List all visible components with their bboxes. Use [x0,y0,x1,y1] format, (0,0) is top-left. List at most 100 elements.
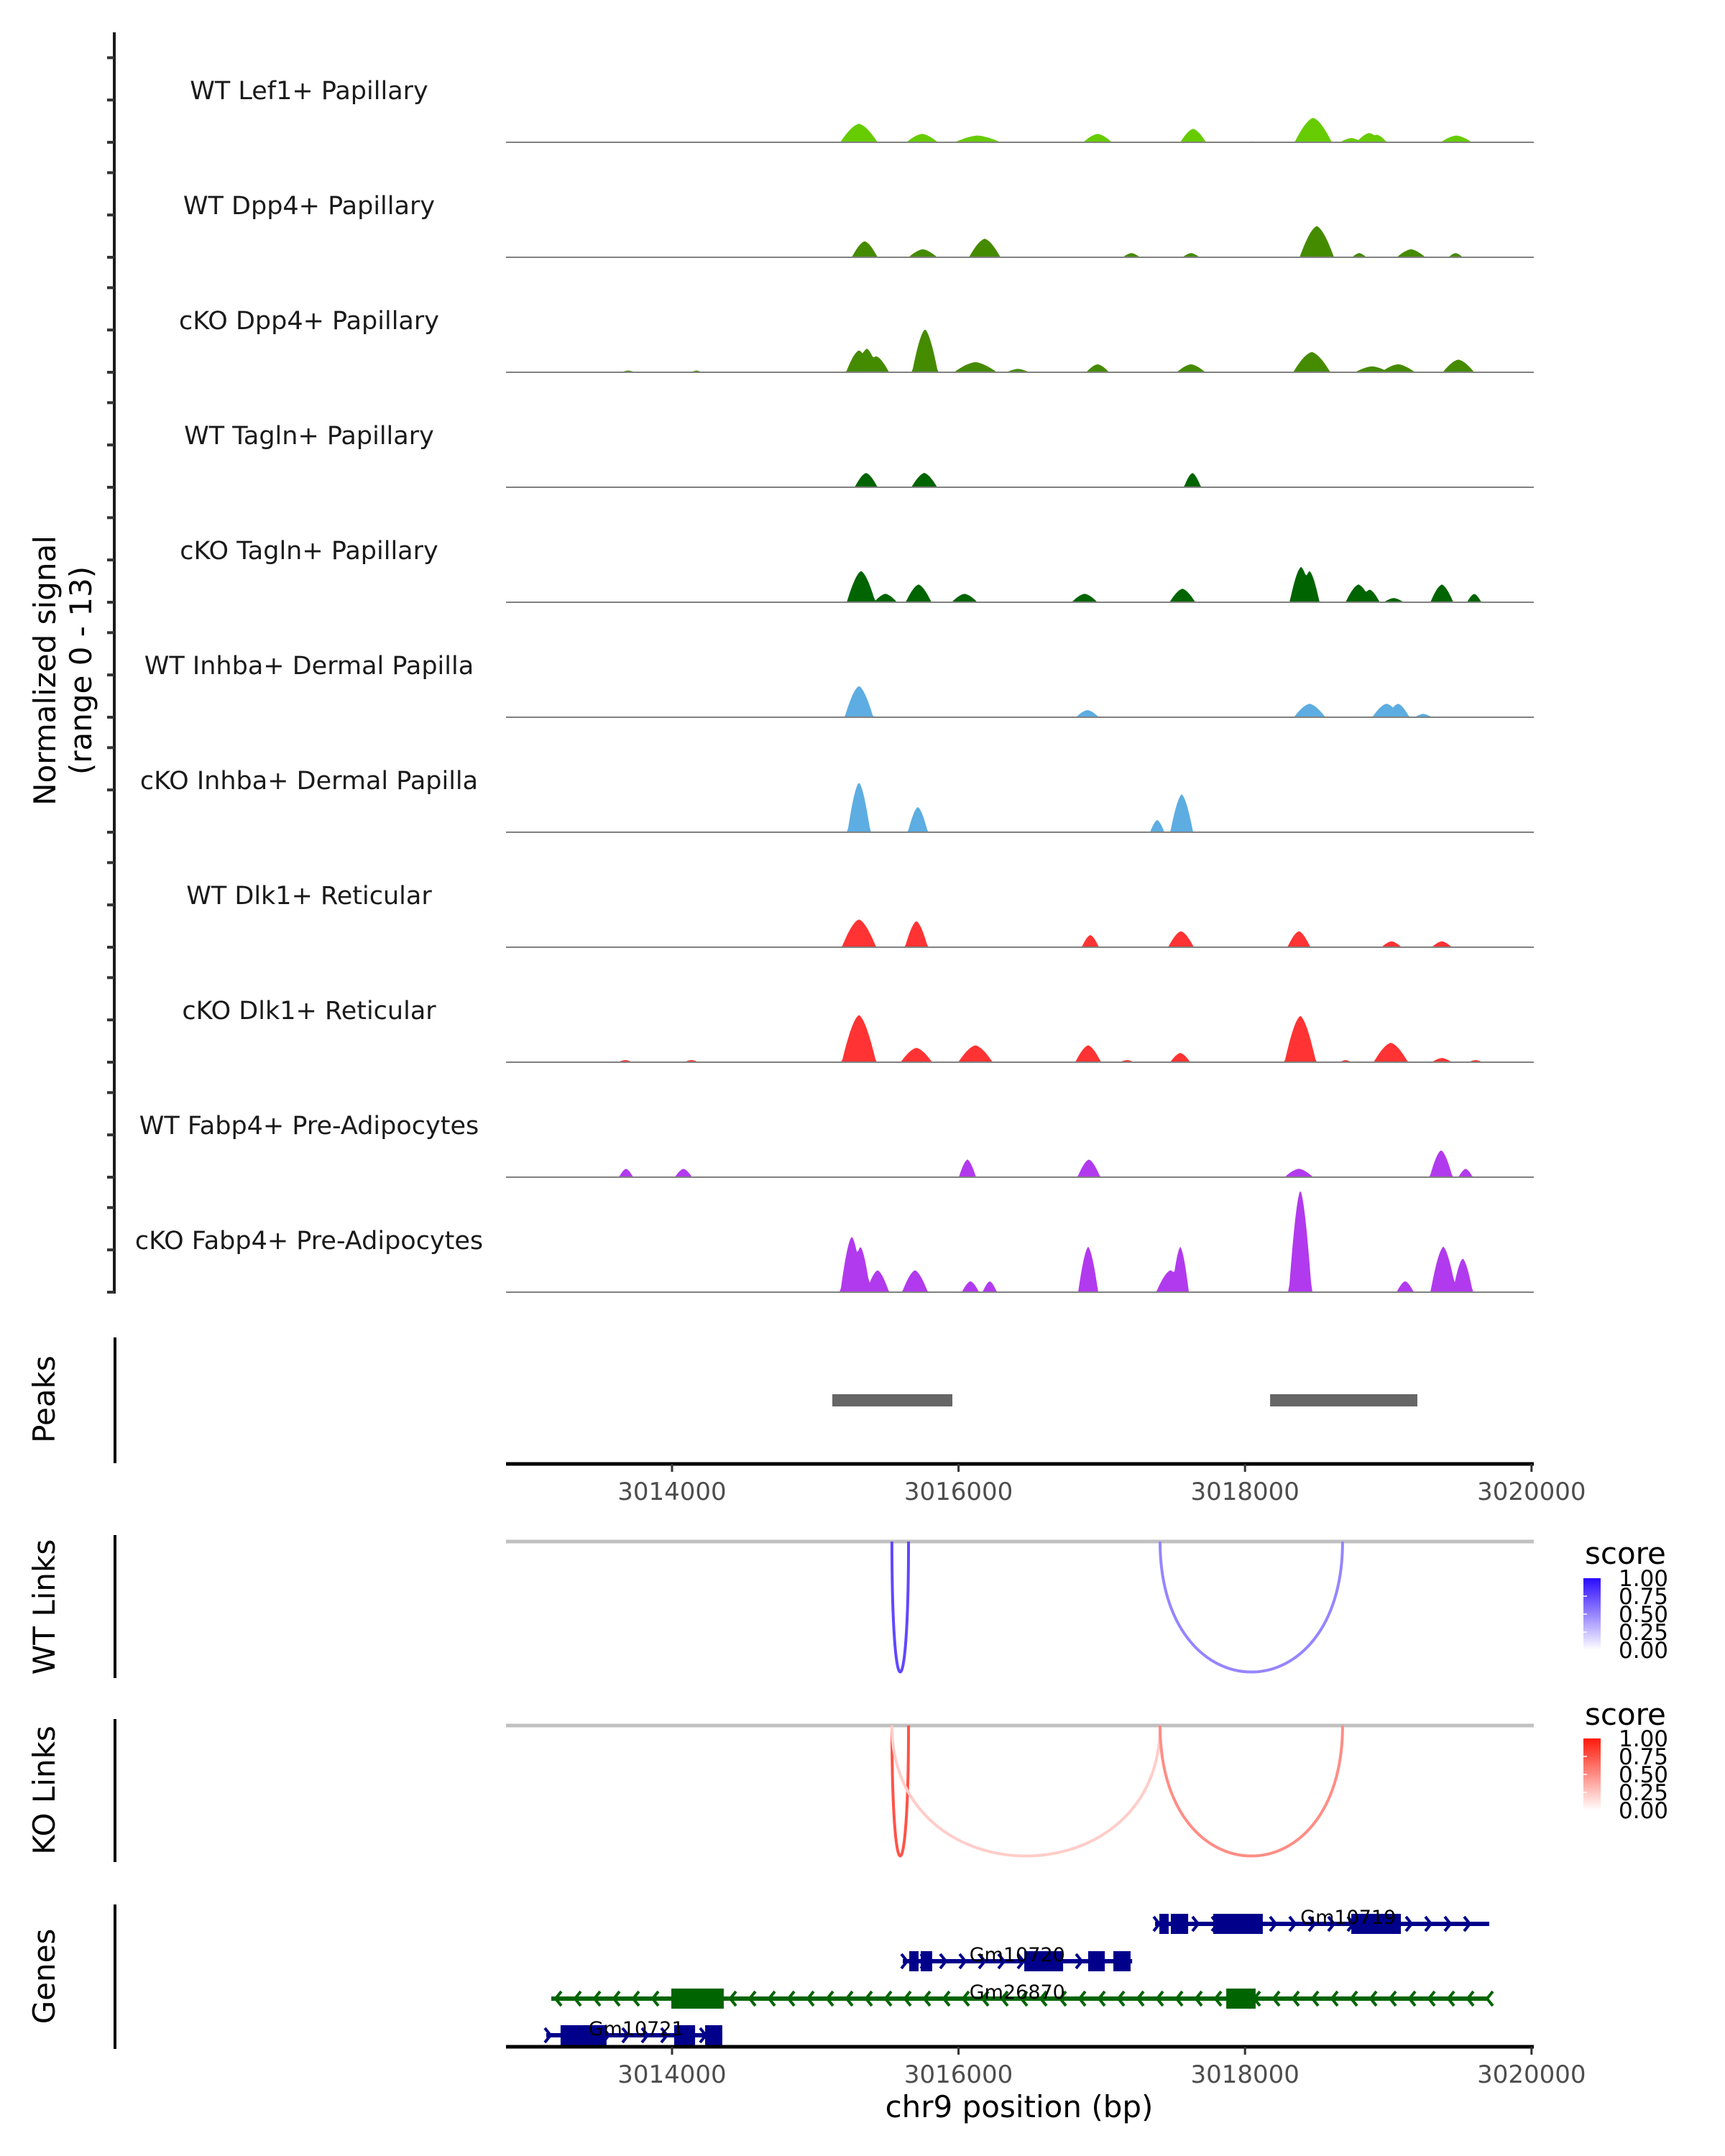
exon [1087,1951,1105,1971]
exon [1351,1914,1402,1934]
coverage-tracks: WT Lef1+ Papillary WT Dpp4+ Papillary cKO … [135,77,1534,1293]
x-tick-label: 3018000 [1190,2060,1299,2089]
link-arc [890,1725,911,1858]
strand-arrow-right-icon [1307,1915,1317,1932]
exon [909,1951,919,1971]
legend-tick-label: 0.25 [1619,1620,1668,1646]
coverage-track: WT Dlk1+ Reticular [186,882,1534,948]
strand-arrow-left-icon [553,1990,563,2007]
x-axis-genes: 3014000 3016000 3018000 3020000 [506,2045,1586,2089]
coverage-track: cKO Dpp4+ Papillary [179,307,1534,373]
strand-arrow-left-icon [922,1990,932,2007]
strand-arrow-right-icon [939,1953,948,1970]
coverage-track: WT Fabp4+ Pre-Adipocytes [139,1112,1534,1178]
strand-arrow-left-icon [786,1990,796,2007]
strand-arrow-left-icon [1446,1990,1455,2007]
strand-arrow-left-icon [942,1990,951,2007]
wt-links-panel: WT Links score 1.000.750.500.250.00 [27,1535,1668,1678]
strand-arrow-left-icon [1271,1990,1281,2007]
strand-arrow-right-icon [1288,1915,1297,1932]
strand-arrow-left-icon [728,1990,737,2007]
wt-legend-ticks: 1.000.750.500.250.00 [1583,1566,1668,1664]
exon [1226,1989,1256,2009]
track-label: cKO Dpp4+ Papillary [179,307,439,336]
strand-arrow-right-icon [621,2027,630,2044]
strand-arrow-left-icon [825,1990,834,2007]
strand-arrow-left-icon [1194,1990,1203,2007]
strand-arrow-left-icon [980,1990,990,2007]
signal-area [506,473,1534,487]
peak-ranges [832,1394,1417,1406]
strand-arrow-left-icon [1116,1990,1126,2007]
wt-legend-title: score [1585,1536,1666,1571]
gene-model: Gm10721 [543,2018,722,2045]
strand-arrow-left-icon [883,1990,893,2007]
strand-arrow-left-icon [1097,1990,1106,2007]
track-label: WT Fabp4+ Pre-Adipocytes [139,1112,479,1141]
gene-model: Gm10720 [900,1944,1133,1971]
signal-area [506,919,1534,947]
strand-arrow-right-icon [1443,1915,1453,1932]
strand-arrow-left-icon [1388,1990,1397,2007]
strand-arrow-right-icon [1424,1915,1433,1932]
ko-links-panel: KO Links score 1.000.750.500.250.00 [27,1697,1668,1862]
strand-arrow-left-icon [1466,1990,1475,2007]
track-label: WT Dlk1+ Reticular [186,882,432,911]
coverage-y-axis-title-line2: (range 0 - 13) [63,566,98,775]
strand-arrow-left-icon [1039,1990,1048,2007]
exon [1024,1951,1064,1971]
gene-model: Gm26870 [551,1981,1494,2009]
signal-area [506,1191,1534,1292]
exon [673,2025,696,2045]
strand-arrow-left-icon [1310,1990,1320,2007]
strand-arrow-left-icon [1213,1990,1223,2007]
peak-range [1270,1394,1417,1406]
legend-tick-label: 0.75 [1619,1584,1668,1610]
strand-arrow-left-icon [1174,1990,1184,2007]
gene-label: Gm26870 [970,1981,1065,2004]
strand-arrow-left-icon [1427,1990,1436,2007]
gene-label: Gm10720 [970,1944,1065,1966]
ko-links-label: KO Links [27,1726,62,1855]
ko-legend-title: score [1585,1697,1666,1732]
exon [671,1989,724,2009]
legend-tick-label: 0.25 [1619,1780,1668,1806]
strand-arrow-left-icon [767,1990,776,2007]
strand-arrow-left-icon [612,1990,621,2007]
gene-model: Gm10719 [1152,1907,1490,1934]
track-label: WT Tagln+ Papillary [184,422,434,451]
x-tick-label: 3014000 [617,2060,726,2089]
x-axis-peaks: 3014000 3016000 3018000 3020000 [506,1462,1586,1506]
exon [1113,1951,1131,1971]
signal-area [506,118,1534,142]
track-label: cKO Dlk1+ Reticular [182,997,436,1026]
gene-label: Gm10719 [1300,1907,1396,1929]
signal-area [506,686,1534,717]
coverage-track: WT Lef1+ Papillary [190,77,1534,143]
coverage-y-axis-title-line1: Normalized signal [27,535,63,806]
coverage-y-ticks [107,56,114,1294]
x-tick-label: 3016000 [904,2060,1013,2089]
strand-arrow-left-icon [961,1990,970,2007]
peak-range [832,1394,953,1406]
gene-models: Gm10719 Gm10720 Gm26870 Gm10721 [543,1907,1494,2045]
coverage-track: cKO Fabp4+ Pre-Adipocytes [135,1191,1534,1293]
x-tick-label: 3016000 [904,1478,1013,1506]
exon [1159,1914,1169,1934]
signal-area [506,226,1534,257]
strand-arrow-left-icon [1291,1990,1300,2007]
wt-score-legend: score 1.000.750.500.250.00 [1583,1536,1668,1664]
wt-link-arcs [890,1541,1344,1674]
x-axis-title: chr9 position (bp) [886,2089,1154,2124]
signal-area [506,330,1534,372]
legend-tick-label: 1.00 [1619,1726,1668,1752]
coverage-track: cKO Inhba+ Dermal Papilla [140,767,1534,833]
strand-arrow-left-icon [845,1990,854,2007]
x-tick-label: 3018000 [1190,1478,1299,1506]
strand-arrow-left-icon [1155,1990,1164,2007]
strand-arrow-left-icon [864,1990,873,2007]
strand-arrow-right-icon [1269,1915,1278,1932]
genes-label: Genes [27,1929,62,2024]
strand-arrow-right-icon [1075,1953,1084,1970]
signal-area [506,1015,1534,1062]
